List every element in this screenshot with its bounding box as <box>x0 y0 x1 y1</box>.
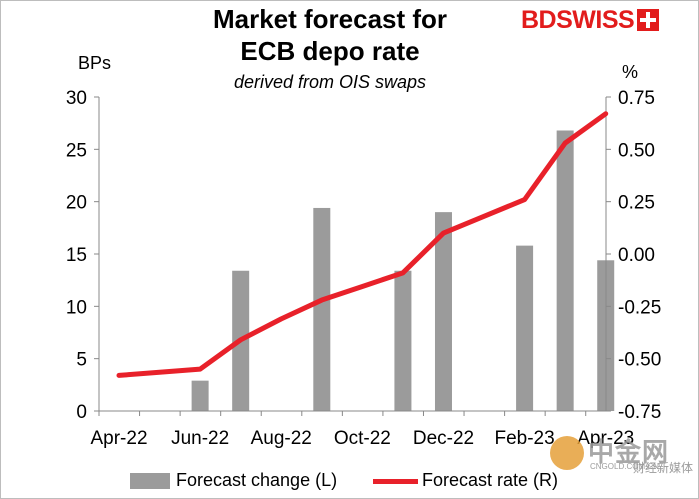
bdswiss-logo: BDSWISS <box>521 5 660 35</box>
bar-Feb-23 <box>516 245 534 411</box>
legend-line-label: Forecast rate (R) <box>422 470 559 490</box>
left-tick-label: 25 <box>66 140 87 161</box>
x-tick-label: Feb-23 <box>494 428 554 449</box>
chart-title-line2: ECB depo rate <box>240 36 420 66</box>
logo-text: BDSWISS <box>521 5 635 34</box>
cngold-watermark: 中金网 CNGOLD.COM.CN 财经新媒体 <box>550 426 695 486</box>
left-tick-label: 0 <box>76 402 87 423</box>
cngold-logo-icon <box>550 436 584 470</box>
legend-bar-label: Forecast change (L) <box>176 470 338 490</box>
chart-title-line1: Market forecast for <box>212 4 448 34</box>
x-tick-label: Apr-22 <box>90 428 147 449</box>
x-tick-label: Aug-22 <box>251 428 312 449</box>
right-tick-label: -0.25 <box>618 297 661 318</box>
watermark-sub: 财经新媒体 <box>633 461 694 475</box>
bar-Jun-22 <box>191 380 209 411</box>
bar-Nov-22 <box>394 270 412 411</box>
x-tick-label: Apr-23 <box>577 428 634 449</box>
legend-line-swatch <box>373 479 418 484</box>
left-axis-unit: BPs <box>78 53 112 73</box>
chart-legend: Forecast change (L) Forecast rate (R) <box>0 467 699 495</box>
right-tick-label: 0.00 <box>618 245 655 266</box>
bar-Dec-22 <box>434 212 452 411</box>
x-tick-label: Jun-22 <box>171 428 229 449</box>
bar-Sep-22 <box>313 207 331 411</box>
legend-bar-swatch <box>130 473 170 489</box>
chart-subtitle: derived from OIS swaps <box>233 72 427 92</box>
left-tick-label: 20 <box>66 193 87 214</box>
left-tick-label: 15 <box>66 245 87 266</box>
watermark-name: 中金网 <box>588 438 670 468</box>
bar-Mar-23 <box>556 130 574 411</box>
x-tick-label: Dec-22 <box>413 428 474 449</box>
right-tick-label: 0.50 <box>618 140 655 161</box>
logo-cross-icon <box>637 9 660 31</box>
right-tick-label: 0.75 <box>618 88 655 109</box>
right-tick-label: -0.50 <box>618 350 661 371</box>
x-tick-label: Oct-22 <box>334 428 391 449</box>
left-tick-label: 10 <box>66 297 87 318</box>
right-tick-label: -0.75 <box>618 402 661 423</box>
right-axis-unit: % <box>622 62 639 82</box>
right-tick-label: 0.25 <box>618 193 655 214</box>
left-tick-label: 5 <box>76 350 87 371</box>
watermark-url: CNGOLD.COM.CN <box>590 462 659 471</box>
left-tick-label: 30 <box>66 88 87 109</box>
